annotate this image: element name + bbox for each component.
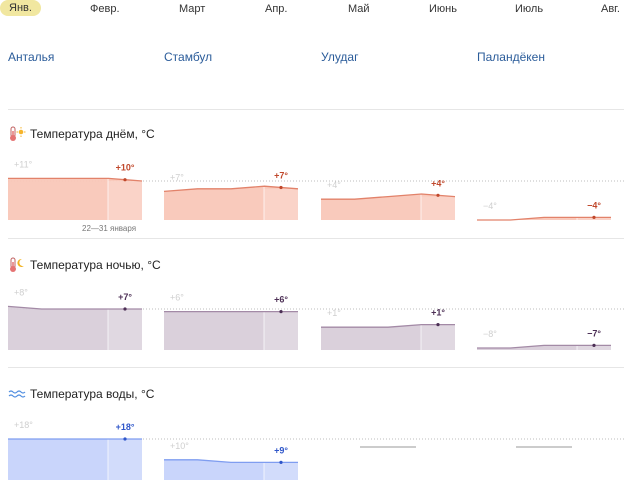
series-line <box>163 185 299 193</box>
start-value-label: +18° <box>14 420 33 430</box>
data-point <box>592 343 596 347</box>
end-value-label: −4° <box>587 200 601 210</box>
start-value-label: +11° <box>14 159 33 169</box>
section-title-text: Температура днём, °C <box>30 127 155 141</box>
end-value-label: +7° <box>274 171 288 181</box>
section-title-night: Температура ночью, °C <box>8 257 161 273</box>
data-point <box>123 437 127 441</box>
month-tab-apr[interactable]: Апр. <box>265 3 288 15</box>
data-point <box>123 307 127 311</box>
month-tab-feb[interactable]: Февр. <box>90 3 120 15</box>
month-tab-jul[interactable]: Июль <box>515 3 544 15</box>
series-line <box>477 344 611 349</box>
start-value-label: +1° <box>327 308 341 318</box>
waves-icon <box>8 386 26 402</box>
end-value-label: +9° <box>274 445 288 455</box>
series-line <box>477 216 611 221</box>
city-link-istanbul[interactable]: Стамбул <box>164 50 213 64</box>
start-value-label: +4° <box>327 180 341 190</box>
period-highlight <box>108 439 142 480</box>
period-highlight <box>577 345 611 350</box>
month-tab-mar[interactable]: Март <box>179 3 206 15</box>
section-divider <box>8 367 624 368</box>
start-value-label: +6° <box>170 293 184 303</box>
period-highlight <box>108 181 142 220</box>
start-value-label: +10° <box>170 441 189 451</box>
start-value-label: +7° <box>170 172 184 182</box>
end-value-label: +7° <box>118 292 132 302</box>
thermometer-sun-icon <box>8 126 26 142</box>
section-title-water: Температура воды, °C <box>8 386 154 402</box>
thermometer-moon-icon <box>8 257 26 273</box>
month-tab-jan[interactable]: Янв. <box>0 0 41 16</box>
end-value-label: −7° <box>587 328 601 338</box>
data-point <box>123 178 127 182</box>
section-title-text: Температура ночью, °C <box>30 258 161 272</box>
data-point <box>436 323 440 327</box>
section-title-text: Температура воды, °C <box>30 387 155 401</box>
month-tab-may[interactable]: Май <box>348 3 370 15</box>
period-highlight <box>264 311 298 350</box>
data-point <box>592 215 596 219</box>
period-highlight <box>108 309 142 350</box>
section-divider <box>8 109 624 110</box>
data-point <box>436 193 440 197</box>
period-highlight <box>421 324 455 350</box>
city-link-palandoken[interactable]: Паландёкен <box>477 50 545 64</box>
series-line <box>164 459 298 464</box>
period-label: 22—31 января <box>82 224 137 233</box>
city-link-antalya[interactable]: Анталья <box>8 50 55 64</box>
end-value-label: +1° <box>431 308 445 318</box>
data-point <box>279 460 283 464</box>
section-title-day: Температура днём, °C <box>8 126 155 142</box>
end-value-label: +6° <box>274 295 288 305</box>
series-line <box>321 323 455 328</box>
start-value-label: −8° <box>483 329 497 339</box>
start-value-label: +8° <box>14 287 28 297</box>
section-divider <box>8 238 624 239</box>
data-point <box>279 185 283 190</box>
series-line <box>7 305 142 310</box>
end-value-label: +18° <box>116 422 135 432</box>
city-link-uludag[interactable]: Улудаг <box>321 50 359 64</box>
month-tab-jun[interactable]: Июнь <box>429 3 457 15</box>
period-highlight <box>264 462 298 480</box>
data-point <box>279 310 283 314</box>
series-line <box>8 177 143 182</box>
month-tab-aug[interactable]: Авг. <box>601 3 620 15</box>
period-highlight <box>264 188 298 220</box>
start-value-label: −4° <box>483 201 497 211</box>
end-value-label: +4° <box>431 178 445 188</box>
series-line <box>321 193 456 200</box>
end-value-label: +10° <box>116 163 135 173</box>
period-highlight <box>421 196 455 220</box>
month-selector: Янв. Февр. Март Апр. Май Июнь Июль Авг. <box>0 0 624 20</box>
